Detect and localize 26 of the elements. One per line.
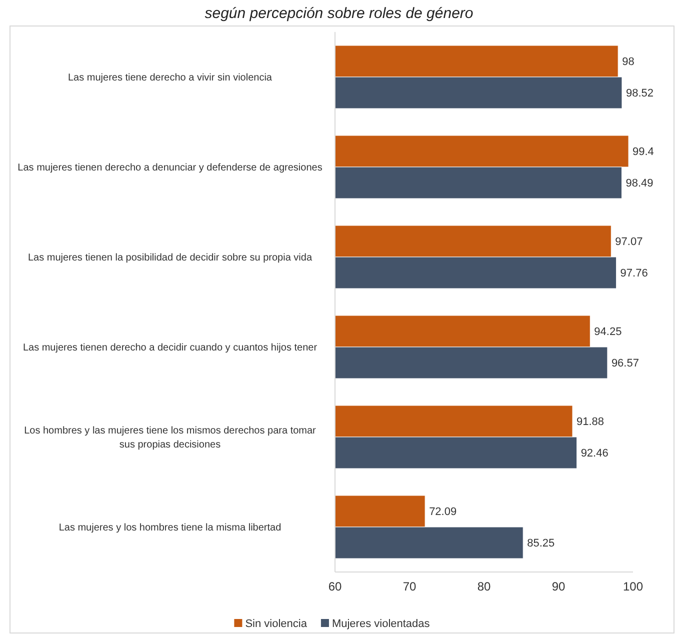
data-label: 99.4	[632, 146, 654, 158]
data-label: 92.46	[580, 448, 608, 460]
x-tick-label: 90	[552, 580, 566, 594]
y-tick-label: Las mujeres tienen la posibilidad de decidir sobre su propia vida	[28, 252, 312, 264]
chart-title: según percepción sobre roles de género	[204, 5, 474, 22]
data-label: 98.49	[626, 178, 654, 190]
x-tick-label: 60	[328, 580, 342, 594]
legend-label: Sin violencia	[245, 618, 308, 630]
data-label: 94.25	[594, 326, 622, 338]
x-tick-label: 70	[402, 580, 416, 594]
data-label: 85.25	[527, 538, 555, 550]
y-tick-label: Los hombres y las mujeres tiene los mismos derechos para tomar sus propias decisiones	[24, 426, 317, 450]
legend-label: Mujeres violentadas	[332, 618, 430, 630]
y-tick-label: Las mujeres tienen derecho a denunciar y defenderse de agresiones	[18, 162, 322, 174]
data-label: 98	[622, 56, 634, 68]
data-label: 97.07	[615, 236, 643, 248]
x-tick-label: 80	[477, 580, 491, 594]
data-label: 96.57	[611, 358, 639, 370]
data-label: 91.88	[576, 416, 604, 428]
y-tick-label: Las mujeres tiene derecho a vivir sin violencia	[68, 72, 272, 84]
y-tick-label: Las mujeres tienen derecho a decidir cuando y cuantos hijos tener	[22, 342, 318, 354]
x-tick-label: 100	[622, 580, 644, 594]
y-tick-label: Las mujeres y los hombres tiene la misma libertad	[58, 522, 282, 534]
data-label: 98.52	[626, 88, 654, 100]
data-label: 72.09	[429, 506, 457, 518]
data-label: 97.76	[620, 268, 648, 280]
